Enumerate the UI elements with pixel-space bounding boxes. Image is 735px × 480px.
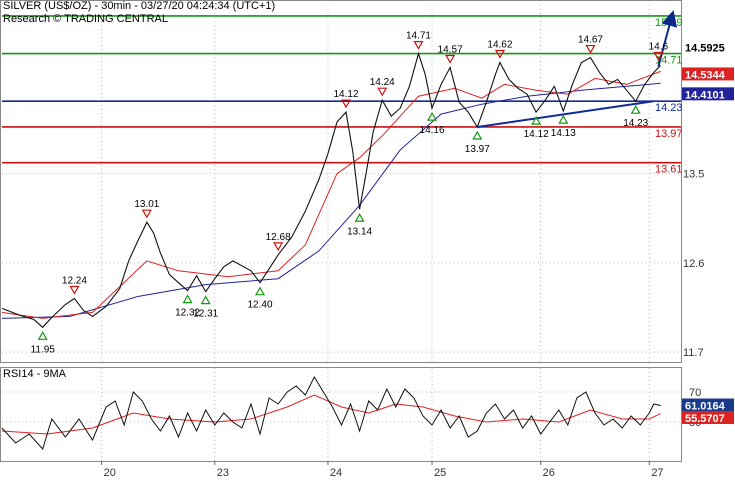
slow-ma-tag: 14.4101 xyxy=(685,89,725,101)
pivot-high-label: 12.68 xyxy=(266,232,291,243)
pivot-low-marker xyxy=(630,104,641,114)
pivot-high-marker xyxy=(141,209,152,219)
price-line xyxy=(1,51,661,329)
pivot-low-marker xyxy=(558,114,569,124)
pivot-low-marker xyxy=(182,294,193,304)
rsi-label: RSI14 - 9MA xyxy=(3,368,66,380)
pivot-high-label: 13.01 xyxy=(134,199,159,210)
level-label: 14.23 xyxy=(655,102,683,114)
rsi-panel-frame xyxy=(0,367,682,462)
research-credit: Research © TRADING CENTRAL xyxy=(3,13,168,25)
fast-ma-tag-bg xyxy=(682,67,734,81)
pivot-low-label: 14.23 xyxy=(623,118,648,129)
fast-ma-tag: 14.5344 xyxy=(685,69,726,81)
pivot-low-label: 12.32 xyxy=(175,308,200,319)
pivot-low-marker xyxy=(426,111,438,121)
level-label: 13.97 xyxy=(655,128,683,140)
pivot-high-label: 12.24 xyxy=(62,276,87,287)
rsi-line xyxy=(1,375,661,450)
pivot-high-label: 14.62 xyxy=(487,40,512,51)
pivot-high-marker xyxy=(494,49,505,59)
day-label: 20 xyxy=(104,467,116,479)
forecast-arrow xyxy=(657,10,678,67)
rsi-ma-tag-bg xyxy=(682,411,734,424)
pivot-low-label: 11.95 xyxy=(31,344,56,355)
support-trendline xyxy=(477,100,654,128)
pivot-high-marker xyxy=(585,44,596,54)
pivot-high-label: 14.12 xyxy=(334,89,359,100)
pivot-low-label: 14.12 xyxy=(524,129,549,140)
pivot-high-label: 14.6 xyxy=(649,42,669,53)
day-label: 25 xyxy=(434,467,446,479)
rsi-value-tag-bg xyxy=(682,398,734,412)
chart-title: SILVER (US$/OZ) - 30min - 03/27/20 04:24… xyxy=(3,0,276,12)
slow-ma-tag-bg xyxy=(682,87,734,101)
price-panel-frame xyxy=(0,0,682,363)
pivot-low-label: 13.97 xyxy=(465,144,490,155)
pivot-high-marker xyxy=(273,242,284,252)
pivot-low-marker xyxy=(354,213,365,222)
day-label: 27 xyxy=(651,467,663,479)
pivot-high-label: 14.71 xyxy=(406,31,431,42)
day-label: 26 xyxy=(543,467,555,479)
rsi-value-tag: 61.0164 xyxy=(685,401,726,413)
price-tick-label: 12.6 xyxy=(683,258,704,270)
rsi-tick-label: 70 xyxy=(689,387,701,399)
pivot-low-label: 12.40 xyxy=(248,300,273,311)
pivot-low-marker xyxy=(37,331,48,340)
pivot-high-marker xyxy=(653,51,664,61)
pivot-high-label: 14.67 xyxy=(578,35,603,46)
pivot-high-marker xyxy=(413,40,424,50)
rsi-ma-tag: 55.5707 xyxy=(685,413,725,425)
pivot-high-marker xyxy=(445,54,456,64)
level-label: 14.71 xyxy=(655,55,683,67)
last-price-tag: 14.5925 xyxy=(685,43,725,55)
pivot-low-label: 14.16 xyxy=(420,125,445,136)
pivot-high-marker xyxy=(377,87,388,97)
pivot-low-marker xyxy=(531,115,542,125)
pivot-high-marker xyxy=(340,99,352,109)
pivot-high-label: 14.24 xyxy=(370,77,395,88)
rsi-ma-line xyxy=(1,394,661,435)
price-tick-label: 13.5 xyxy=(683,169,704,181)
pivot-high-label: 14.57 xyxy=(438,44,463,55)
price-tick-label: 11.7 xyxy=(683,347,704,359)
last-price-tag-bg xyxy=(682,40,734,54)
pivot-low-marker xyxy=(472,130,483,140)
pivot-low-marker xyxy=(254,286,266,296)
pivot-high-marker xyxy=(69,285,80,295)
pivot-low-label: 14.13 xyxy=(551,128,576,139)
level-label: 13.61 xyxy=(655,164,683,176)
day-label: 23 xyxy=(217,467,229,479)
pivot-low-label: 13.14 xyxy=(347,226,372,237)
pivot-low-label: 12.31 xyxy=(193,309,218,320)
day-label: 24 xyxy=(330,467,342,479)
pivot-low-marker xyxy=(200,295,211,305)
